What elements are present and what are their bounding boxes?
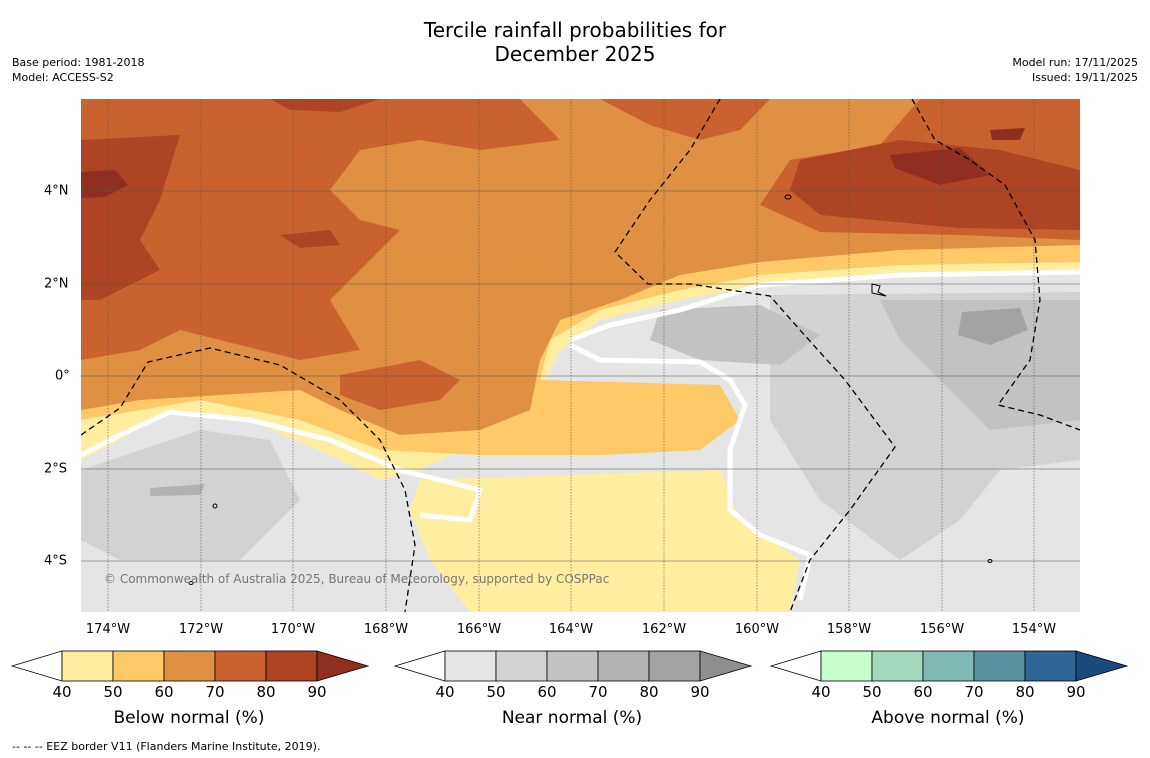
- lon-label-162w: 162°W: [641, 622, 687, 637]
- eez-borders: [81, 99, 1080, 612]
- lat-label-4s: 4°S: [44, 553, 68, 569]
- cbar-above-tick: 90: [1066, 683, 1086, 701]
- title-line-1: Tercile rainfall probabilities for: [423, 18, 727, 42]
- lat-label-2n: 2°N: [44, 276, 69, 292]
- colorbar-above: [769, 650, 1129, 682]
- issued-date: Issued: 19/11/2025: [1031, 71, 1138, 84]
- cbar-below-tick: 90: [307, 683, 327, 701]
- lon-label-154w: 154°W: [1011, 622, 1057, 637]
- cbar-near-tick: 50: [486, 683, 506, 701]
- map-area: [81, 99, 1080, 612]
- cbar-near-tick: 70: [588, 683, 608, 701]
- lon-label-166w: 166°W: [456, 622, 502, 637]
- cbar-below-tick: 60: [154, 683, 174, 701]
- meridians: [107, 99, 1035, 612]
- parallels: [81, 190, 1080, 562]
- copyright-text: © Commonwealth of Australia 2025, Bureau…: [104, 572, 609, 586]
- cbar-near-tick: 80: [639, 683, 659, 701]
- cbar-above-tick: 60: [913, 683, 933, 701]
- lon-label-168w: 168°W: [363, 622, 409, 637]
- eez-footnote: -- -- -- EEZ border V11 (Flanders Marine…: [12, 740, 321, 753]
- cbar-near-tick: 40: [435, 683, 455, 701]
- lon-label-170w: 170°W: [270, 622, 316, 637]
- meta-right: Model run: 17/11/2025 Issued: 19/11/2025: [1012, 55, 1138, 85]
- below-normal-80-north: [270, 99, 380, 112]
- below-normal-90-patch: [990, 128, 1025, 140]
- contour-boundary-north: [569, 269, 1080, 343]
- cbar-near-title: Near normal (%): [501, 708, 643, 728]
- lon-label-174w: 174°W: [85, 622, 131, 637]
- lon-label-172w: 172°W: [178, 622, 224, 637]
- lon-label-160w: 160°W: [734, 622, 780, 637]
- cbar-above-tick: 50: [862, 683, 882, 701]
- cbar-below-tick: 80: [256, 683, 276, 701]
- near-normal-70-west: [150, 484, 205, 496]
- cbar-below-tick: 70: [205, 683, 225, 701]
- map-title: Tercile rainfall probabilities for Decem…: [0, 18, 1150, 66]
- base-period: Base period: 1981-2018: [12, 56, 145, 69]
- lon-label-156w: 156°W: [919, 622, 965, 637]
- below-normal-70-north: [600, 99, 770, 140]
- near-normal-60-mid: [650, 305, 820, 365]
- cbar-below-title: Below normal (%): [113, 708, 265, 728]
- colorbar-below: [10, 650, 370, 682]
- title-line-2: December 2025: [494, 42, 656, 66]
- below-normal-80-patch: [280, 230, 340, 248]
- cbar-near-tick: 60: [537, 683, 557, 701]
- below-normal-70-patch: [340, 360, 460, 410]
- colorbar-near: [393, 650, 753, 682]
- cbar-below-tick: 40: [52, 683, 72, 701]
- below-normal-80-east: [790, 140, 1080, 230]
- below-normal-40-south: [410, 470, 800, 612]
- cbar-above-tick: 40: [811, 683, 831, 701]
- near-normal-80-patch: [958, 308, 1028, 345]
- cbar-above-tick: 70: [964, 683, 984, 701]
- lon-label-158w: 158°W: [826, 622, 872, 637]
- cbar-below-tick: 50: [103, 683, 123, 701]
- islands: [188, 194, 993, 585]
- lat-label-2s: 2°S: [44, 461, 68, 477]
- contour-boundary-south: [568, 342, 813, 601]
- cbar-near-tick: 90: [690, 683, 710, 701]
- lon-label-164w: 164°W: [548, 622, 594, 637]
- model-name: Model: ACCESS-S2: [12, 71, 114, 84]
- meta-left: Base period: 1981-2018 Model: ACCESS-S2: [12, 55, 144, 85]
- cbar-above-tick: 80: [1015, 683, 1035, 701]
- near-normal-60-east: [880, 300, 1080, 430]
- lat-label-4n: 4°N: [44, 183, 69, 199]
- model-run: Model run: 17/11/2025: [1012, 56, 1138, 69]
- lat-label-0: 0°: [55, 368, 70, 384]
- cbar-above-title: Above normal (%): [871, 708, 1025, 728]
- contour-boundary-west: [81, 409, 484, 523]
